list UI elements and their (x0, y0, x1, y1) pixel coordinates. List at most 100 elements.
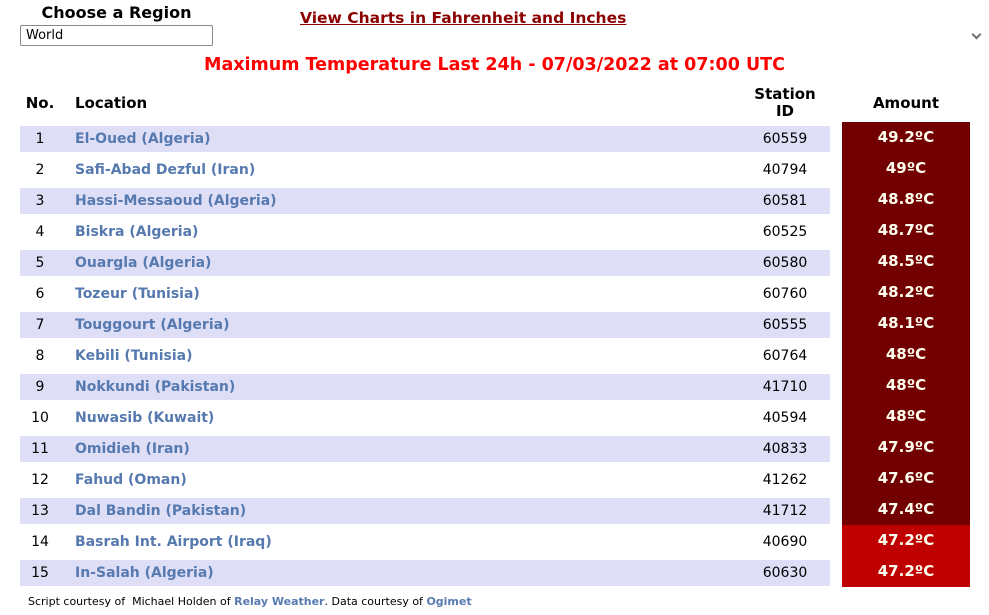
footer-text-2: . Data courtesy of (324, 595, 427, 608)
table-row: 4 Biskra (Algeria) 60525 48.7ºC (20, 215, 970, 246)
station-id-cell: 60580 (762, 255, 808, 271)
row-strip: 15 In-Salah (Algeria) 60630 (20, 560, 830, 586)
amount-cell: 48.1ºC (842, 308, 970, 339)
table-row: 5 Ouargla (Algeria) 60580 48.5ºC (20, 246, 970, 277)
footer-text-1: Script courtesy of Michael Holden of (28, 595, 235, 608)
table-row: 14 Basrah Int. Airport (Iraq) 40690 47.2… (20, 525, 970, 556)
amount-cell: 48.8ºC (842, 184, 970, 215)
station-id-cell: 60525 (762, 224, 808, 240)
table-row: 3 Hassi-Messaoud (Algeria) 60581 48.8ºC (20, 184, 970, 215)
location-cell: Tozeur (Tunisia) (75, 286, 200, 302)
location-cell: Ouargla (Algeria) (75, 255, 212, 271)
row-number-cell: 2 (35, 162, 45, 178)
location-cell: Nuwasib (Kuwait) (75, 410, 215, 426)
amount-cell: 49ºC (842, 153, 970, 184)
table-row: 2 Safi-Abad Dezful (Iran) 40794 49ºC (20, 153, 970, 184)
table-row: 13 Dal Bandin (Pakistan) 41712 47.4ºC (20, 494, 970, 525)
row-number-cell: 9 (35, 379, 45, 395)
row-strip: 8 Kebili (Tunisia) 60764 (20, 343, 830, 369)
page-footer: Script courtesy of Michael Holden of Rel… (28, 595, 989, 608)
location-cell: In-Salah (Algeria) (75, 565, 214, 581)
station-id-cell: 41710 (762, 379, 808, 395)
row-number-cell: 3 (35, 193, 45, 209)
row-number-cell: 4 (35, 224, 45, 240)
region-select[interactable]: World (20, 25, 213, 46)
station-id-cell: 41712 (762, 503, 808, 519)
row-strip: 12 Fahud (Oman) 41262 (20, 467, 830, 493)
top-bar: Choose a Region World View Charts in Fah… (0, 0, 989, 48)
row-number-cell: 7 (35, 317, 45, 333)
station-id-cell: 40833 (762, 441, 808, 457)
amount-cell: 48.7ºC (842, 215, 970, 246)
row-strip: 9 Nokkundi (Pakistan) 41710 (20, 374, 830, 400)
row-strip: 2 Safi-Abad Dezful (Iran) 40794 (20, 157, 830, 183)
location-cell: Omidieh (Iran) (75, 441, 190, 457)
station-id-cell: 60630 (762, 565, 808, 581)
fahrenheit-charts-link[interactable]: View Charts in Fahrenheit and Inches (300, 9, 627, 27)
table-row: 6 Tozeur (Tunisia) 60760 48.2ºC (20, 277, 970, 308)
amount-cell: 47.4ºC (842, 494, 970, 525)
row-strip: 6 Tozeur (Tunisia) 60760 (20, 281, 830, 307)
table-row: 15 In-Salah (Algeria) 60630 47.2ºC (20, 556, 970, 587)
row-number-cell: 11 (31, 441, 49, 457)
relay-weather-link[interactable]: Relay Weather (234, 595, 325, 608)
location-cell: El-Oued (Algeria) (75, 131, 211, 147)
row-number-cell: 8 (35, 348, 45, 364)
row-number-cell: 10 (31, 410, 49, 426)
table-header-row: No. Location Station ID Amount (20, 84, 970, 122)
table-row: 11 Omidieh (Iran) 40833 47.9ºC (20, 432, 970, 463)
header-location: Location (75, 94, 148, 112)
station-id-cell: 60760 (762, 286, 808, 302)
location-cell: Hassi-Messaoud (Algeria) (75, 193, 277, 209)
table-row: 8 Kebili (Tunisia) 60764 48ºC (20, 339, 970, 370)
location-cell: Basrah Int. Airport (Iraq) (75, 534, 272, 550)
amount-cell: 48.5ºC (842, 246, 970, 277)
station-id-cell: 41262 (762, 472, 808, 488)
station-id-cell: 40794 (762, 162, 808, 178)
location-cell: Dal Bandin (Pakistan) (75, 503, 247, 519)
location-cell: Fahud (Oman) (75, 472, 187, 488)
row-number-cell: 13 (31, 503, 49, 519)
station-id-cell: 40690 (762, 534, 808, 550)
row-number-cell: 14 (31, 534, 49, 550)
station-id-cell: 60559 (762, 131, 808, 147)
amount-cell: 48.2ºC (842, 277, 970, 308)
row-strip: 5 Ouargla (Algeria) 60580 (20, 250, 830, 276)
table-row: 10 Nuwasib (Kuwait) 40594 48ºC (20, 401, 970, 432)
region-chooser: Choose a Region World (20, 3, 213, 46)
row-strip: 3 Hassi-Messaoud (Algeria) 60581 (20, 188, 830, 214)
row-strip: 13 Dal Bandin (Pakistan) 41712 (20, 498, 830, 524)
header-amount: Amount (872, 94, 940, 112)
table-row: 1 El-Oued (Algeria) 60559 49.2ºC (20, 122, 970, 153)
table-row: 12 Fahud (Oman) 41262 47.6ºC (20, 463, 970, 494)
header-no: No. (25, 94, 55, 112)
amount-cell: 47.2ºC (842, 525, 970, 556)
row-strip: 7 Touggourt (Algeria) 60555 (20, 312, 830, 338)
region-chooser-label: Choose a Region (41, 3, 192, 22)
row-number-cell: 1 (35, 131, 45, 147)
row-number-cell: 15 (31, 565, 49, 581)
row-strip: 4 Biskra (Algeria) 60525 (20, 219, 830, 245)
location-cell: Kebili (Tunisia) (75, 348, 193, 364)
row-number-cell: 5 (35, 255, 45, 271)
location-cell: Biskra (Algeria) (75, 224, 199, 240)
table-body: 1 El-Oued (Algeria) 60559 49.2ºC 2 Safi-… (20, 122, 970, 587)
amount-cell: 49.2ºC (842, 122, 970, 153)
header-station-id: Station ID (754, 84, 816, 120)
row-strip: 14 Basrah Int. Airport (Iraq) 40690 (20, 529, 830, 555)
location-cell: Nokkundi (Pakistan) (75, 379, 236, 395)
amount-cell: 48ºC (842, 401, 970, 432)
amount-cell: 48ºC (842, 339, 970, 370)
page-title: Maximum Temperature Last 24h - 07/03/202… (204, 55, 785, 75)
location-cell: Safi-Abad Dezful (Iran) (75, 162, 256, 178)
amount-cell: 47.9ºC (842, 432, 970, 463)
ogimet-link[interactable]: Ogimet (426, 595, 472, 608)
amount-cell: 47.2ºC (842, 556, 970, 587)
location-cell: Touggourt (Algeria) (75, 317, 230, 333)
station-id-cell: 40594 (762, 410, 808, 426)
row-number-cell: 6 (35, 286, 45, 302)
row-strip: 1 El-Oued (Algeria) 60559 (20, 126, 830, 152)
table-row: 7 Touggourt (Algeria) 60555 48.1ºC (20, 308, 970, 339)
row-strip: 10 Nuwasib (Kuwait) 40594 (20, 405, 830, 431)
station-id-cell: 60581 (762, 193, 808, 209)
